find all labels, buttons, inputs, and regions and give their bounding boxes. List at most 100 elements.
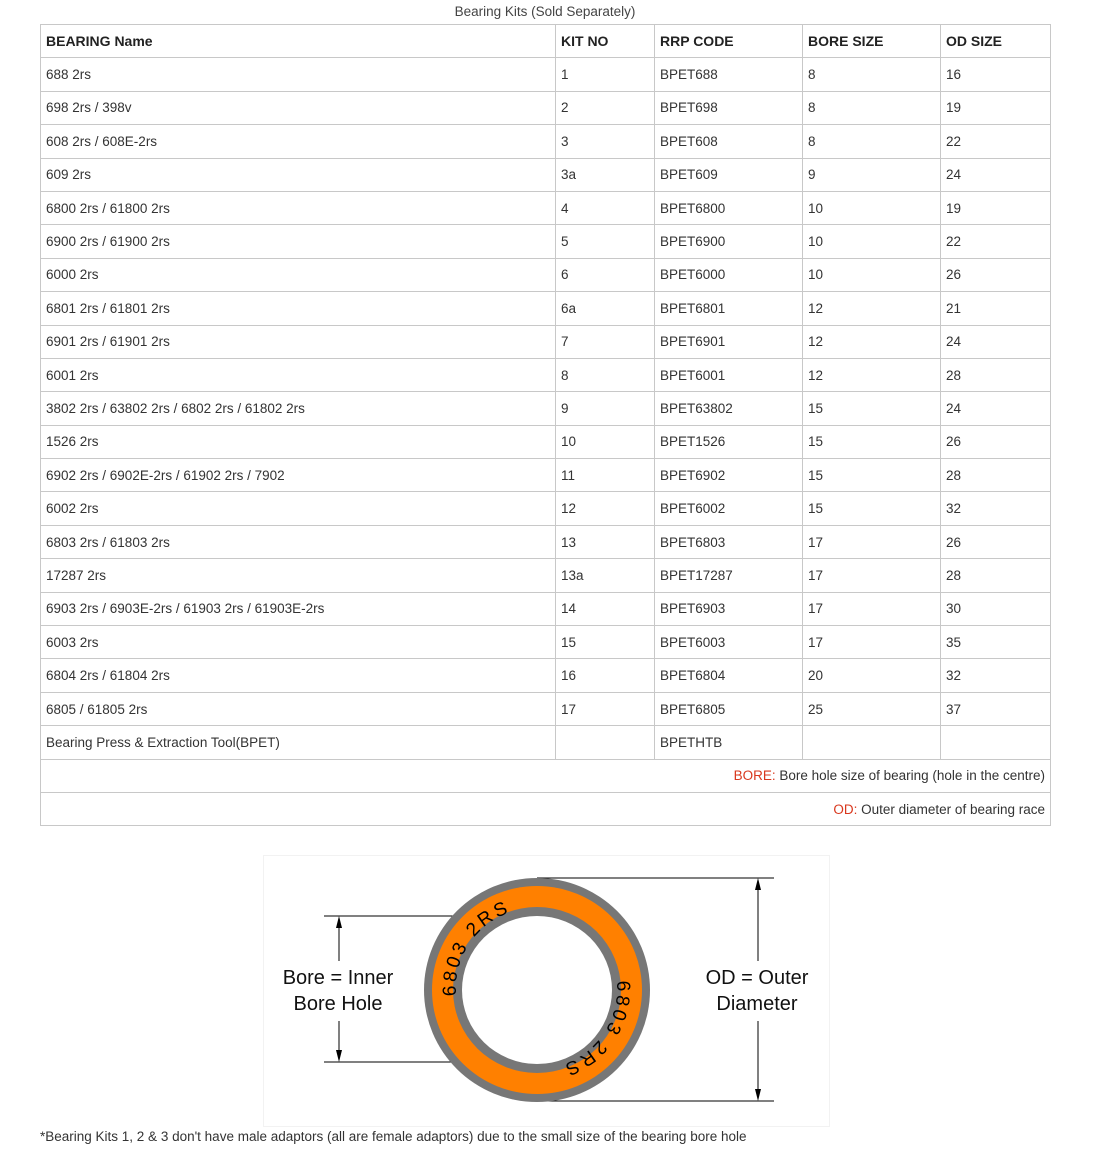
cell-bore-size: 8 bbox=[802, 90, 941, 126]
cell-bore-size: 8 bbox=[802, 124, 941, 159]
cell-kit-no: 8 bbox=[555, 357, 655, 393]
cell-bore-size bbox=[802, 725, 941, 760]
table-row: 1526 2rs 10 BPET1526 15 26 bbox=[40, 424, 1051, 460]
od-dimension bbox=[537, 877, 774, 1102]
table-row: 6001 2rs 8 BPET6001 12 28 bbox=[40, 357, 1051, 393]
cell-rrp-code: BPET6903 bbox=[654, 591, 803, 627]
cell-bearing-name: 6903 2rs / 6903E-2rs / 61903 2rs / 61903… bbox=[40, 591, 556, 627]
cell-od-size: 28 bbox=[940, 458, 1051, 493]
cell-rrp-code: BPET63802 bbox=[654, 391, 803, 426]
cell-rrp-code: BPET6800 bbox=[654, 190, 803, 226]
bearing-ring: 6803 2RS 6803 2RS bbox=[424, 878, 650, 1102]
cell-rrp-code: BPET6003 bbox=[654, 625, 803, 660]
table-row: 609 2rs 3a BPET609 9 24 bbox=[40, 157, 1051, 192]
cell-od-size: 28 bbox=[940, 558, 1051, 593]
cell-od-size: 26 bbox=[940, 524, 1051, 560]
bore-label-line2: Bore Hole bbox=[294, 993, 383, 1015]
cell-kit-no: 10 bbox=[555, 424, 655, 460]
cell-bore-size: 15 bbox=[802, 458, 941, 493]
header-row: BEARING Name KIT NO RRP CODE BORE SIZE O… bbox=[40, 23, 1051, 59]
cell-od-size: 32 bbox=[940, 491, 1051, 526]
cell-bore-size: 17 bbox=[802, 591, 941, 627]
cell-rrp-code: BPET609 bbox=[654, 157, 803, 192]
cell-bearing-name: 6800 2rs / 61800 2rs bbox=[40, 190, 556, 226]
cell-bearing-name: 6002 2rs bbox=[40, 491, 556, 526]
cell-kit-no: 16 bbox=[555, 658, 655, 693]
cell-kit-no: 2 bbox=[555, 90, 655, 126]
cell-rrp-code: BPET6002 bbox=[654, 491, 803, 526]
table-row: 6900 2rs / 61900 2rs 5 BPET6900 10 22 bbox=[40, 224, 1051, 259]
cell-rrp-code: BPET6000 bbox=[654, 257, 803, 293]
table-row: 698 2rs / 398v 2 BPET698 8 19 bbox=[40, 90, 1051, 126]
cell-od-size: 32 bbox=[940, 658, 1051, 693]
cell-bore-size: 17 bbox=[802, 558, 941, 593]
cell-kit-no: 17 bbox=[555, 691, 655, 727]
cell-bearing-name: 6801 2rs / 61801 2rs bbox=[40, 291, 556, 326]
header-kit-no: KIT NO bbox=[555, 23, 655, 59]
header-rrp-code: RRP CODE bbox=[654, 23, 803, 59]
header-bore-size: BORE SIZE bbox=[802, 23, 941, 59]
cell-kit-no: 13a bbox=[555, 558, 655, 593]
cell-rrp-code: BPET608 bbox=[654, 124, 803, 159]
cell-kit-no: 5 bbox=[555, 224, 655, 259]
legend-row-od: OD: Outer diameter of bearing race bbox=[40, 791, 1051, 827]
cell-kit-no: 13 bbox=[555, 524, 655, 560]
cell-bore-size: 17 bbox=[802, 625, 941, 660]
cell-bearing-name: 3802 2rs / 63802 2rs / 6802 2rs / 61802 … bbox=[40, 391, 556, 426]
cell-bearing-name: 6900 2rs / 61900 2rs bbox=[40, 224, 556, 259]
cell-od-size: 37 bbox=[940, 691, 1051, 727]
table-row: 6805 / 61805 2rs 17 BPET6805 25 37 bbox=[40, 691, 1051, 727]
od-definition: Outer diameter of bearing race bbox=[857, 801, 1045, 817]
cell-bore-size: 12 bbox=[802, 357, 941, 393]
cell-od-size: 19 bbox=[940, 190, 1051, 226]
cell-kit-no: 6a bbox=[555, 291, 655, 326]
cell-kit-no: 12 bbox=[555, 491, 655, 526]
table-row: 6901 2rs / 61901 2rs 7 BPET6901 12 24 bbox=[40, 324, 1051, 359]
cell-rrp-code: BPET6804 bbox=[654, 658, 803, 693]
cell-kit-no bbox=[555, 725, 655, 760]
od-key: OD: bbox=[833, 801, 858, 817]
od-label-line1: OD = Outer bbox=[706, 967, 809, 989]
table-caption: Bearing Kits (Sold Separately) bbox=[454, 4, 636, 19]
cell-kit-no: 6 bbox=[555, 257, 655, 293]
cell-bore-size: 15 bbox=[802, 391, 941, 426]
cell-od-size: 24 bbox=[940, 391, 1051, 426]
footnote: *Bearing Kits 1, 2 & 3 don't have male a… bbox=[40, 1129, 747, 1144]
table-row: 17287 2rs 13a BPET17287 17 28 bbox=[40, 558, 1051, 593]
cell-rrp-code: BPET6902 bbox=[654, 458, 803, 493]
header-od-size: OD SIZE bbox=[940, 23, 1051, 59]
cell-bearing-name: 17287 2rs bbox=[40, 558, 556, 593]
header-bearing-name: BEARING Name bbox=[40, 23, 556, 59]
cell-kit-no: 15 bbox=[555, 625, 655, 660]
cell-bearing-name: 688 2rs bbox=[40, 57, 556, 92]
cell-bearing-name: 6003 2rs bbox=[40, 625, 556, 660]
cell-rrp-code: BPET698 bbox=[654, 90, 803, 126]
cell-bore-size: 10 bbox=[802, 190, 941, 226]
table-row: 6803 2rs / 61803 2rs 13 BPET6803 17 26 bbox=[40, 524, 1051, 560]
cell-bore-size: 12 bbox=[802, 291, 941, 326]
cell-bore-size: 10 bbox=[802, 224, 941, 259]
cell-kit-no: 3a bbox=[555, 157, 655, 192]
cell-rrp-code: BPET17287 bbox=[654, 558, 803, 593]
cell-rrp-code: BPET6900 bbox=[654, 224, 803, 259]
table-row: 6903 2rs / 6903E-2rs / 61903 2rs / 61903… bbox=[40, 591, 1051, 627]
cell-od-size: 19 bbox=[940, 90, 1051, 126]
cell-bore-size: 9 bbox=[802, 157, 941, 192]
cell-kit-no: 3 bbox=[555, 124, 655, 159]
cell-rrp-code: BPET1526 bbox=[654, 424, 803, 460]
cell-bore-size: 15 bbox=[802, 424, 941, 460]
cell-rrp-code: BPET6001 bbox=[654, 357, 803, 393]
table-row: 6801 2rs / 61801 2rs 6a BPET6801 12 21 bbox=[40, 291, 1051, 326]
cell-rrp-code: BPET6801 bbox=[654, 291, 803, 326]
cell-od-size: 35 bbox=[940, 625, 1051, 660]
cell-bearing-name: 6805 / 61805 2rs bbox=[40, 691, 556, 727]
cell-bearing-name: 609 2rs bbox=[40, 157, 556, 192]
cell-rrp-code: BPETHTB bbox=[654, 725, 803, 760]
cell-bearing-name: 6901 2rs / 61901 2rs bbox=[40, 324, 556, 359]
cell-bore-size: 20 bbox=[802, 658, 941, 693]
cell-rrp-code: BPET6805 bbox=[654, 691, 803, 727]
cell-od-size: 26 bbox=[940, 424, 1051, 460]
cell-bore-size: 25 bbox=[802, 691, 941, 727]
cell-kit-no: 7 bbox=[555, 324, 655, 359]
